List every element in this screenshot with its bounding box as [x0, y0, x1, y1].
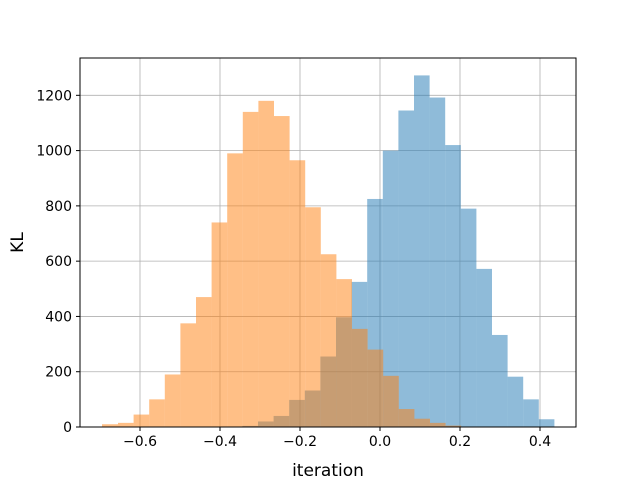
histogram-bar: [445, 145, 461, 427]
histogram-bar: [414, 418, 430, 427]
y-axis: 0 200 400 600 800 1000 1200: [36, 88, 80, 436]
histogram-bar: [133, 414, 150, 427]
histogram-bar: [460, 208, 477, 427]
histogram-bar: [118, 422, 134, 427]
y-tick-label: 1200: [36, 88, 72, 104]
histogram-bar: [367, 349, 384, 427]
y-tick-label: 600: [45, 254, 72, 270]
histogram-bar: [492, 334, 508, 427]
histogram-bar: [398, 110, 414, 428]
histogram-bar: [289, 160, 306, 428]
histogram-bar: [211, 222, 228, 427]
histogram-bars: [102, 75, 555, 428]
histogram-bar: [164, 374, 181, 427]
histogram-bar: [476, 268, 492, 427]
x-tick-label: −0.4: [203, 434, 237, 450]
histogram-bar: [383, 375, 399, 427]
histogram-bar: [538, 419, 555, 427]
x-tick-label: 0.2: [449, 434, 471, 450]
x-tick-label: −0.2: [283, 434, 317, 450]
histogram-bar: [382, 150, 399, 427]
y-tick-label: 1000: [36, 144, 72, 160]
histogram-bar: [227, 153, 243, 427]
histogram-bar: [336, 279, 352, 427]
x-axis-label: iteration: [292, 461, 364, 480]
x-axis: −0.6 −0.4 −0.2 0.0 0.2 0.4: [123, 427, 551, 450]
y-tick-label: 800: [45, 199, 72, 215]
histogram-bar: [445, 425, 462, 427]
histogram-bar: [414, 75, 430, 427]
histogram-bar: [149, 399, 165, 427]
y-tick-label: 0: [63, 420, 72, 436]
x-tick-label: 0.4: [529, 434, 551, 450]
x-tick-label: −0.6: [123, 434, 157, 450]
histogram-bar: [320, 254, 337, 427]
histogram-bar: [430, 422, 446, 427]
histogram-bar: [507, 376, 524, 427]
histogram-bar: [258, 100, 274, 427]
y-axis-label: KL: [8, 232, 28, 253]
histogram-bar: [398, 409, 415, 427]
histogram-bar: [102, 424, 118, 427]
histogram-bar: [523, 399, 539, 427]
histogram-bar: [305, 207, 321, 427]
plot-frame: [79, 57, 577, 428]
histogram-bar: [429, 97, 446, 427]
series-1-bars: [102, 100, 462, 428]
y-tick-label: 200: [45, 365, 72, 381]
histogram-bar: [242, 111, 259, 428]
histogram-bar: [180, 323, 196, 427]
y-tick-label: 400: [45, 309, 72, 325]
histogram-bar: [196, 297, 212, 427]
histogram-bar: [274, 116, 290, 427]
x-tick-label: 0.0: [369, 434, 391, 450]
histogram-bar: [352, 328, 368, 427]
